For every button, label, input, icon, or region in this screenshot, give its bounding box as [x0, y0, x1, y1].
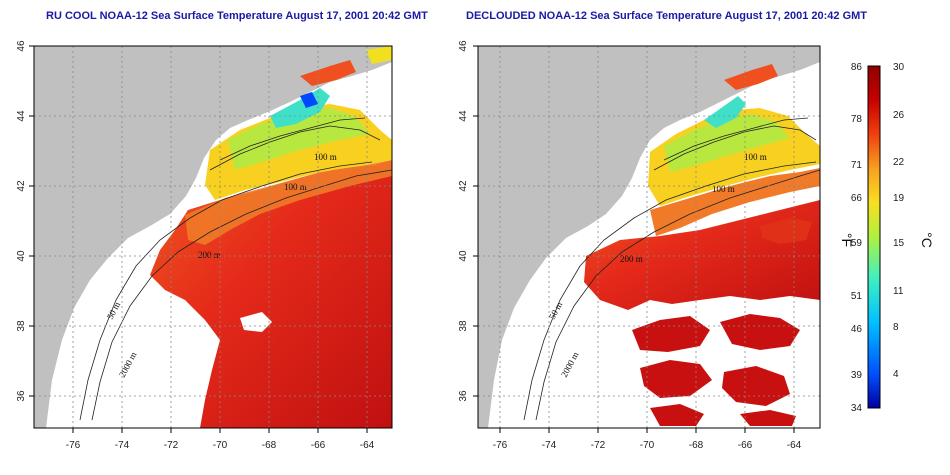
y-tick-label: 44 — [458, 110, 469, 122]
celsius-tick-label: 11 — [893, 286, 904, 297]
land-mass — [34, 46, 392, 428]
y-tick-label: 46 — [16, 40, 27, 52]
left-panel-title: RU COOL NOAA-12 Sea Surface Temperature … — [46, 10, 428, 22]
x-tick-label: -72 — [591, 440, 606, 451]
contour-label-200m: 200 m — [198, 250, 221, 260]
colorbar-gradient — [867, 65, 881, 409]
right-y-axis: 46 44 42 40 38 36 — [458, 40, 478, 402]
right-grid — [478, 46, 820, 428]
celsius-tick-label: 8 — [893, 322, 899, 333]
fahrenheit-tick-label: 86 — [851, 62, 863, 73]
fahrenheit-tick-label: 39 — [851, 370, 863, 381]
y-tick-label: 36 — [16, 390, 27, 402]
fahrenheit-tick-label: 51 — [851, 291, 863, 302]
right-panel-title: DECLOUDED NOAA-12 Sea Surface Temperatur… — [466, 10, 868, 22]
celsius-tick-label: 19 — [893, 193, 905, 204]
y-tick-label: 42 — [16, 180, 27, 192]
celsius-tick-label: 4 — [893, 369, 899, 380]
celsius-tick-label: 15 — [893, 238, 905, 249]
x-tick-label: -74 — [542, 440, 557, 451]
y-tick-label: 44 — [16, 110, 27, 122]
fahrenheit-tick-label: 66 — [851, 193, 863, 204]
x-tick-label: -66 — [738, 440, 753, 451]
y-tick-label: 42 — [458, 180, 469, 192]
fahrenheit-unit-label: °F — [839, 233, 855, 247]
left-map: 100 m 100 m 200 m 50 m 2000 m — [16, 40, 393, 451]
y-tick-label: 36 — [458, 390, 469, 402]
contour-label-100m-b: 100 m — [712, 184, 735, 194]
fahrenheit-tick-label: 34 — [851, 403, 863, 414]
contour-label-100m: 100 m — [744, 152, 767, 162]
y-tick-label: 46 — [458, 40, 469, 52]
x-tick-label: -76 — [66, 440, 81, 451]
x-tick-label: -64 — [360, 440, 375, 451]
x-tick-label: -76 — [493, 440, 508, 451]
x-tick-label: -70 — [213, 440, 228, 451]
left-map-frame — [33, 45, 393, 429]
fahrenheit-tick-label: 71 — [851, 160, 863, 171]
left-x-axis: -76 -74 -72 -70 -68 -66 -64 — [66, 428, 375, 451]
land-mass — [478, 46, 820, 428]
celsius-scale: 30 26 22 19 15 11 8 4 °C — [893, 62, 935, 380]
y-tick-label: 38 — [16, 320, 27, 332]
fahrenheit-tick-label: 46 — [851, 324, 863, 335]
x-tick-label: -66 — [311, 440, 326, 451]
fahrenheit-scale: 86 78 71 66 59 51 46 39 34 °F — [839, 62, 862, 414]
left-grid — [34, 46, 392, 428]
x-tick-label: -72 — [164, 440, 179, 451]
right-map: 100 m 100 m 200 m 50 m 2000 m — [458, 40, 821, 451]
y-tick-label: 38 — [458, 320, 469, 332]
colorbar: 86 78 71 66 59 51 46 39 34 °F 30 26 22 1… — [839, 62, 935, 414]
contour-label-100m-b: 100 m — [284, 182, 307, 192]
contour-label-100m: 100 m — [314, 152, 337, 162]
y-tick-label: 40 — [458, 250, 469, 262]
x-tick-label: -68 — [262, 440, 277, 451]
x-tick-label: -68 — [689, 440, 704, 451]
celsius-tick-label: 26 — [893, 110, 905, 121]
fahrenheit-tick-label: 78 — [851, 114, 863, 125]
celsius-tick-label: 22 — [893, 157, 905, 168]
cold-spot — [300, 92, 318, 108]
contour-label-200m: 200 m — [620, 254, 643, 264]
x-tick-label: -64 — [787, 440, 802, 451]
right-map-frame — [477, 45, 821, 429]
x-tick-label: -70 — [640, 440, 655, 451]
celsius-unit-label: °C — [919, 232, 935, 248]
left-y-axis: 46 44 42 40 38 36 — [16, 40, 34, 402]
x-tick-label: -74 — [115, 440, 130, 451]
right-x-axis: -76 -74 -72 -70 -68 -66 -64 — [493, 428, 802, 451]
fahrenheit-tick-label: 59 — [851, 238, 863, 249]
celsius-tick-label: 30 — [893, 62, 905, 73]
y-tick-label: 40 — [16, 250, 27, 262]
